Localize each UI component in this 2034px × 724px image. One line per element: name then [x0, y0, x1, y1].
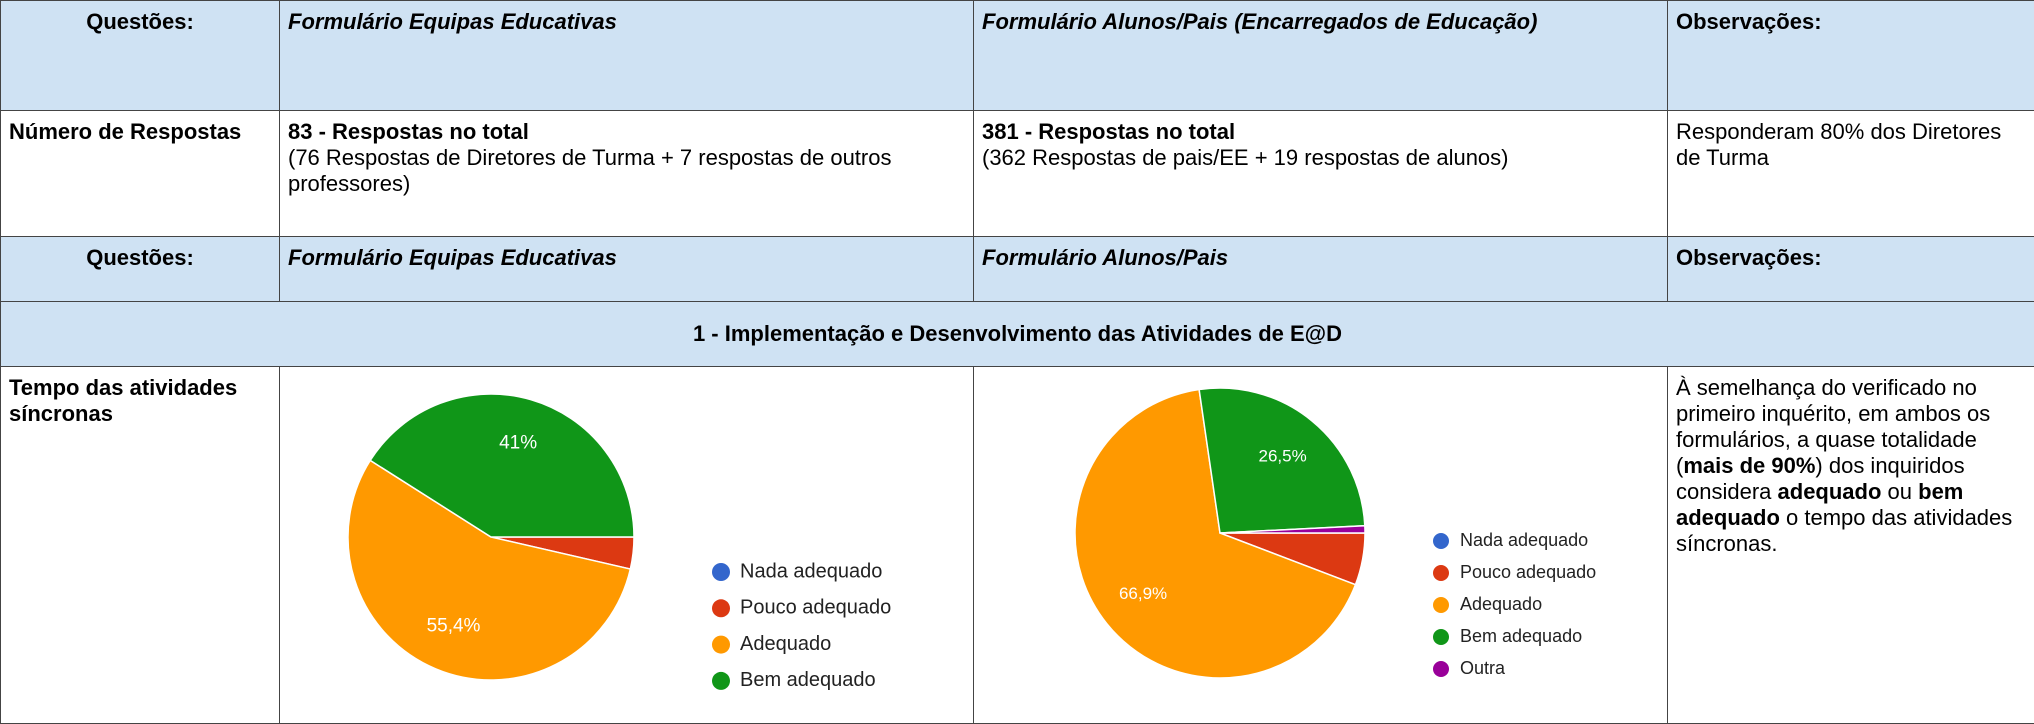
legend-label: Nada adequado — [740, 560, 882, 582]
legend-label: Adequado — [740, 633, 831, 655]
header-cell: Observações: — [1668, 1, 2034, 111]
note-run: adequado — [1778, 479, 1882, 504]
chart-cell: 66,9% 26,5% Nada adequado Pouco adequado Ade… — [974, 367, 1668, 724]
legend-swatch — [712, 563, 730, 581]
legend-label: Bem adequado — [1460, 626, 1582, 646]
slice-label: 55,4% — [427, 616, 481, 637]
responses-row: Número de Respostas 83 - Respostas no to… — [1, 111, 2034, 237]
pie-chart: 55,4% 41% Nada adequado Pouco adequado Adequ… — [280, 367, 974, 717]
header-cell: Formulário Alunos/Pais — [974, 237, 1668, 302]
header-cell: Formulário Alunos/Pais (Encarregados de … — [974, 1, 1668, 111]
legend-label: Outra — [1460, 658, 1506, 678]
note: À semelhança do verificado no primeiro i… — [1668, 367, 2034, 724]
cell-title: 83 - Respostas no total — [288, 119, 965, 145]
header-cell: Questões: — [1, 237, 280, 302]
cell-detail: (362 Respostas de pais/EE + 19 respostas… — [982, 145, 1659, 171]
legend-label: Adequado — [1460, 594, 1542, 614]
note-run: mais de 90% — [1683, 453, 1815, 478]
legend-swatch — [1433, 597, 1449, 613]
legend-swatch — [1433, 533, 1449, 549]
legend-swatch — [1433, 661, 1449, 677]
header-cell: Formulário Equipas Educativas — [280, 237, 974, 302]
legend-swatch — [712, 599, 730, 617]
legend-label: Nada adequado — [1460, 530, 1588, 550]
note: Responderam 80% dos Diretores de Turma — [1668, 111, 2034, 237]
legend-swatch — [712, 672, 730, 690]
legend-label: Pouco adequado — [740, 597, 891, 619]
pie-chart: 66,9% 26,5% Nada adequado Pouco adequado Ade… — [974, 367, 1668, 717]
subheader-row: Questões: Formulário Equipas Educativas … — [1, 237, 2034, 302]
legend-label: Bem adequado — [740, 669, 876, 691]
question-row: Tempo das atividades síncronas 55,4% 41% N… — [1, 367, 2034, 724]
legend-swatch — [1433, 565, 1449, 581]
header-cell: Observações: — [1668, 237, 2034, 302]
cell: 381 - Respostas no total(362 Respostas d… — [974, 111, 1668, 237]
header-cell: Formulário Equipas Educativas — [280, 1, 974, 111]
legend-swatch — [1433, 629, 1449, 645]
slice-label: 26,5% — [1259, 446, 1307, 465]
slice-label: 41% — [499, 433, 537, 454]
legend-swatch — [712, 636, 730, 654]
cell-detail: (76 Respostas de Diretores de Turma + 7 … — [288, 145, 965, 197]
section-row: 1 - Implementação e Desenvolvimento das … — [1, 302, 2034, 367]
legend-label: Pouco adequado — [1460, 562, 1596, 582]
chart-cell: 55,4% 41% Nada adequado Pouco adequado Adequ… — [280, 367, 974, 724]
slice-label: 66,9% — [1119, 584, 1167, 603]
row-label: Número de Respostas — [1, 111, 280, 237]
cell-title: 381 - Respostas no total — [982, 119, 1659, 145]
header-cell: Questões: — [1, 1, 280, 111]
note-run: ou — [1881, 479, 1918, 504]
row-label: Tempo das atividades síncronas — [1, 367, 280, 724]
cell: 83 - Respostas no total(76 Respostas de … — [280, 111, 974, 237]
section-title: 1 - Implementação e Desenvolvimento das … — [1, 302, 2034, 367]
header-row: Questões: Formulário Equipas Educativas … — [1, 1, 2034, 111]
